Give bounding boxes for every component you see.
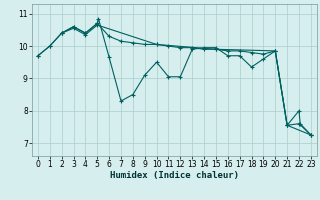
X-axis label: Humidex (Indice chaleur): Humidex (Indice chaleur) <box>110 171 239 180</box>
